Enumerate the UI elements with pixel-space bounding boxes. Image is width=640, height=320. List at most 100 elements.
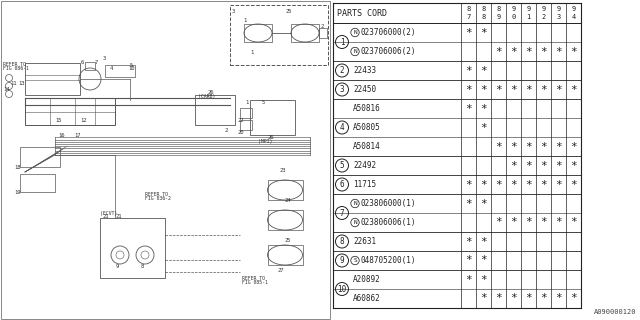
- Text: 20: 20: [238, 130, 244, 134]
- Text: 1: 1: [245, 100, 248, 105]
- Text: 1: 1: [243, 18, 246, 22]
- Text: *: *: [465, 236, 472, 246]
- Text: 24: 24: [285, 197, 291, 203]
- Text: *: *: [540, 293, 547, 303]
- Text: *: *: [510, 46, 517, 57]
- Text: 8: 8: [481, 14, 486, 20]
- Text: *: *: [540, 46, 547, 57]
- Text: 8: 8: [467, 6, 470, 12]
- Text: *: *: [540, 84, 547, 94]
- Text: *: *: [495, 180, 502, 189]
- Text: 9: 9: [572, 6, 575, 12]
- Text: 12: 12: [80, 117, 86, 123]
- Text: A50805: A50805: [353, 123, 381, 132]
- Text: *: *: [510, 218, 517, 228]
- Text: 25: 25: [286, 9, 292, 13]
- Text: 2: 2: [541, 14, 546, 20]
- Text: 023806006(1): 023806006(1): [360, 218, 416, 227]
- Text: 15: 15: [55, 117, 61, 123]
- Text: (CARB): (CARB): [198, 93, 215, 99]
- Text: *: *: [525, 141, 532, 151]
- Text: 1: 1: [340, 37, 344, 46]
- Text: *: *: [465, 275, 472, 284]
- Text: *: *: [510, 293, 517, 303]
- Text: 14: 14: [3, 86, 10, 92]
- Text: N: N: [353, 201, 357, 206]
- Text: *: *: [465, 180, 472, 189]
- Text: *: *: [480, 84, 487, 94]
- Text: 9: 9: [511, 6, 516, 12]
- Text: 9: 9: [556, 6, 561, 12]
- Text: 9: 9: [340, 256, 344, 265]
- Text: FIG 036-2: FIG 036-2: [145, 196, 171, 202]
- Text: (MPI): (MPI): [258, 139, 273, 143]
- Text: *: *: [510, 141, 517, 151]
- Text: 8: 8: [141, 265, 144, 269]
- Text: *: *: [525, 218, 532, 228]
- Text: A20892: A20892: [353, 275, 381, 284]
- Text: 16: 16: [58, 132, 65, 138]
- Text: 2: 2: [225, 127, 228, 132]
- Text: *: *: [510, 84, 517, 94]
- Text: 21: 21: [103, 214, 109, 220]
- Text: PARTS CORD: PARTS CORD: [337, 9, 387, 18]
- Text: 8: 8: [481, 6, 486, 12]
- Text: *: *: [525, 180, 532, 189]
- Text: A50814: A50814: [353, 142, 381, 151]
- Text: 3: 3: [340, 85, 344, 94]
- Text: *: *: [570, 180, 577, 189]
- Text: 22631: 22631: [353, 237, 376, 246]
- Text: 27: 27: [278, 268, 285, 273]
- Text: *: *: [510, 180, 517, 189]
- Text: 023706006(2): 023706006(2): [360, 47, 416, 56]
- Text: 4: 4: [572, 14, 575, 20]
- Text: 17: 17: [74, 132, 81, 138]
- Text: 7: 7: [95, 60, 99, 65]
- Text: 6: 6: [81, 60, 84, 65]
- Text: 3: 3: [103, 55, 106, 60]
- Text: 6: 6: [340, 180, 344, 189]
- Text: (ECVT): (ECVT): [100, 211, 117, 215]
- Text: N: N: [353, 220, 357, 225]
- Text: *: *: [465, 84, 472, 94]
- Text: 023706000(2): 023706000(2): [360, 28, 416, 37]
- Text: *: *: [570, 84, 577, 94]
- Text: *: *: [480, 66, 487, 76]
- Text: *: *: [555, 180, 562, 189]
- Text: REFER TO: REFER TO: [3, 61, 26, 67]
- Text: *: *: [480, 180, 487, 189]
- Text: *: *: [540, 141, 547, 151]
- Text: 7: 7: [467, 14, 470, 20]
- Text: *: *: [540, 218, 547, 228]
- Text: 1: 1: [526, 14, 531, 20]
- Text: 4: 4: [340, 123, 344, 132]
- Text: *: *: [480, 103, 487, 114]
- Text: 3: 3: [232, 9, 236, 13]
- Text: 9: 9: [497, 14, 500, 20]
- Text: *: *: [555, 293, 562, 303]
- Text: *: *: [570, 161, 577, 171]
- Text: A090000120: A090000120: [593, 309, 636, 315]
- Text: *: *: [555, 218, 562, 228]
- Text: *: *: [495, 293, 502, 303]
- Text: A50816: A50816: [353, 104, 381, 113]
- Text: *: *: [465, 103, 472, 114]
- Text: 11715: 11715: [353, 180, 376, 189]
- Text: *: *: [480, 275, 487, 284]
- Text: *: *: [480, 28, 487, 37]
- Text: FIG 085-1: FIG 085-1: [242, 279, 268, 284]
- Text: *: *: [480, 255, 487, 266]
- Text: 23: 23: [280, 167, 287, 172]
- Text: 9: 9: [541, 6, 546, 12]
- Text: *: *: [555, 141, 562, 151]
- Text: *: *: [465, 66, 472, 76]
- Text: N: N: [353, 49, 357, 54]
- Text: N: N: [353, 30, 357, 35]
- Text: *: *: [495, 84, 502, 94]
- Text: *: *: [555, 84, 562, 94]
- Text: *: *: [480, 236, 487, 246]
- Text: *: *: [525, 161, 532, 171]
- Text: 22: 22: [238, 117, 244, 123]
- Text: *: *: [525, 293, 532, 303]
- Text: *: *: [495, 141, 502, 151]
